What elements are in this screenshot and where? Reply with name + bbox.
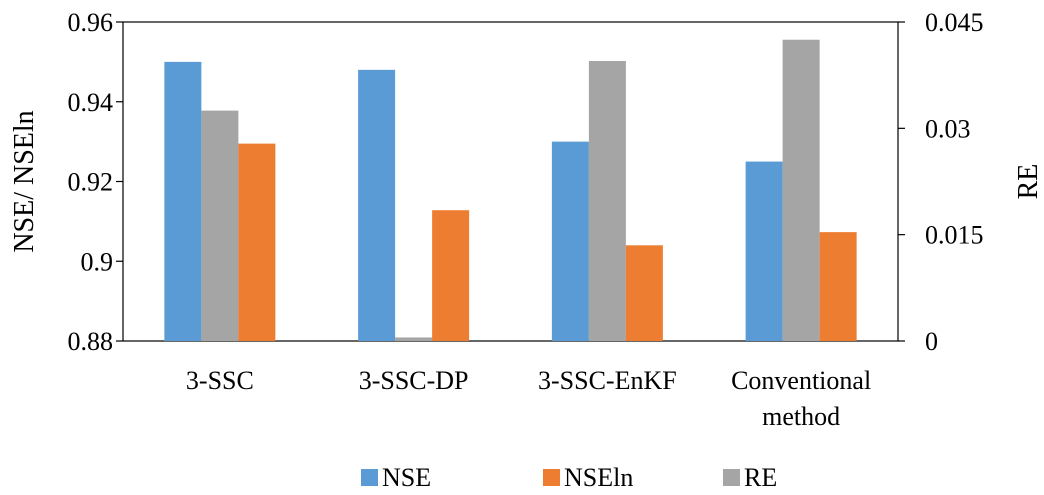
bar-re-1 xyxy=(395,337,433,341)
bar-nseln-3 xyxy=(819,232,857,341)
category-label: method xyxy=(762,402,840,431)
bar-re-0 xyxy=(201,110,239,341)
bar-nse-2 xyxy=(551,141,589,341)
legend-swatch-nseln xyxy=(543,469,560,486)
category-label: 3-SSC-DP xyxy=(359,366,469,395)
left-tick-label: 0.92 xyxy=(68,168,114,197)
legend-label-re: RE xyxy=(744,463,777,492)
bar-re-2 xyxy=(588,60,626,341)
bar-nse-0 xyxy=(164,61,202,341)
legend-swatch-nse xyxy=(361,469,378,486)
bar-nseln-1 xyxy=(432,210,470,341)
category-label: 3-SSC-EnKF xyxy=(538,366,677,395)
right-tick-label: 0 xyxy=(925,327,938,356)
left-tick-label: 0.88 xyxy=(68,327,114,356)
right-tick-label: 0.03 xyxy=(925,114,971,143)
bar-nse-3 xyxy=(745,161,783,341)
bar-nseln-0 xyxy=(238,143,276,341)
bar-re-3 xyxy=(782,39,820,341)
bar-nse-1 xyxy=(358,69,396,341)
right-tick-label: 0.015 xyxy=(925,221,984,250)
bar-nseln-2 xyxy=(625,245,663,341)
category-label: 3-SSC xyxy=(186,366,254,395)
left-tick-label: 0.94 xyxy=(68,88,114,117)
right-axis-title: RE xyxy=(1013,164,1044,200)
category-label: Conventional xyxy=(731,366,871,395)
legend-swatch-re xyxy=(723,469,740,486)
left-axis-title: NSE/ NSEln xyxy=(9,110,40,252)
left-tick-label: 0.9 xyxy=(81,247,114,276)
legend-label-nse: NSE xyxy=(382,463,431,492)
left-tick-label: 0.96 xyxy=(68,8,114,37)
right-tick-label: 0.045 xyxy=(925,8,984,37)
legend-label-nseln: NSEln xyxy=(564,463,633,492)
